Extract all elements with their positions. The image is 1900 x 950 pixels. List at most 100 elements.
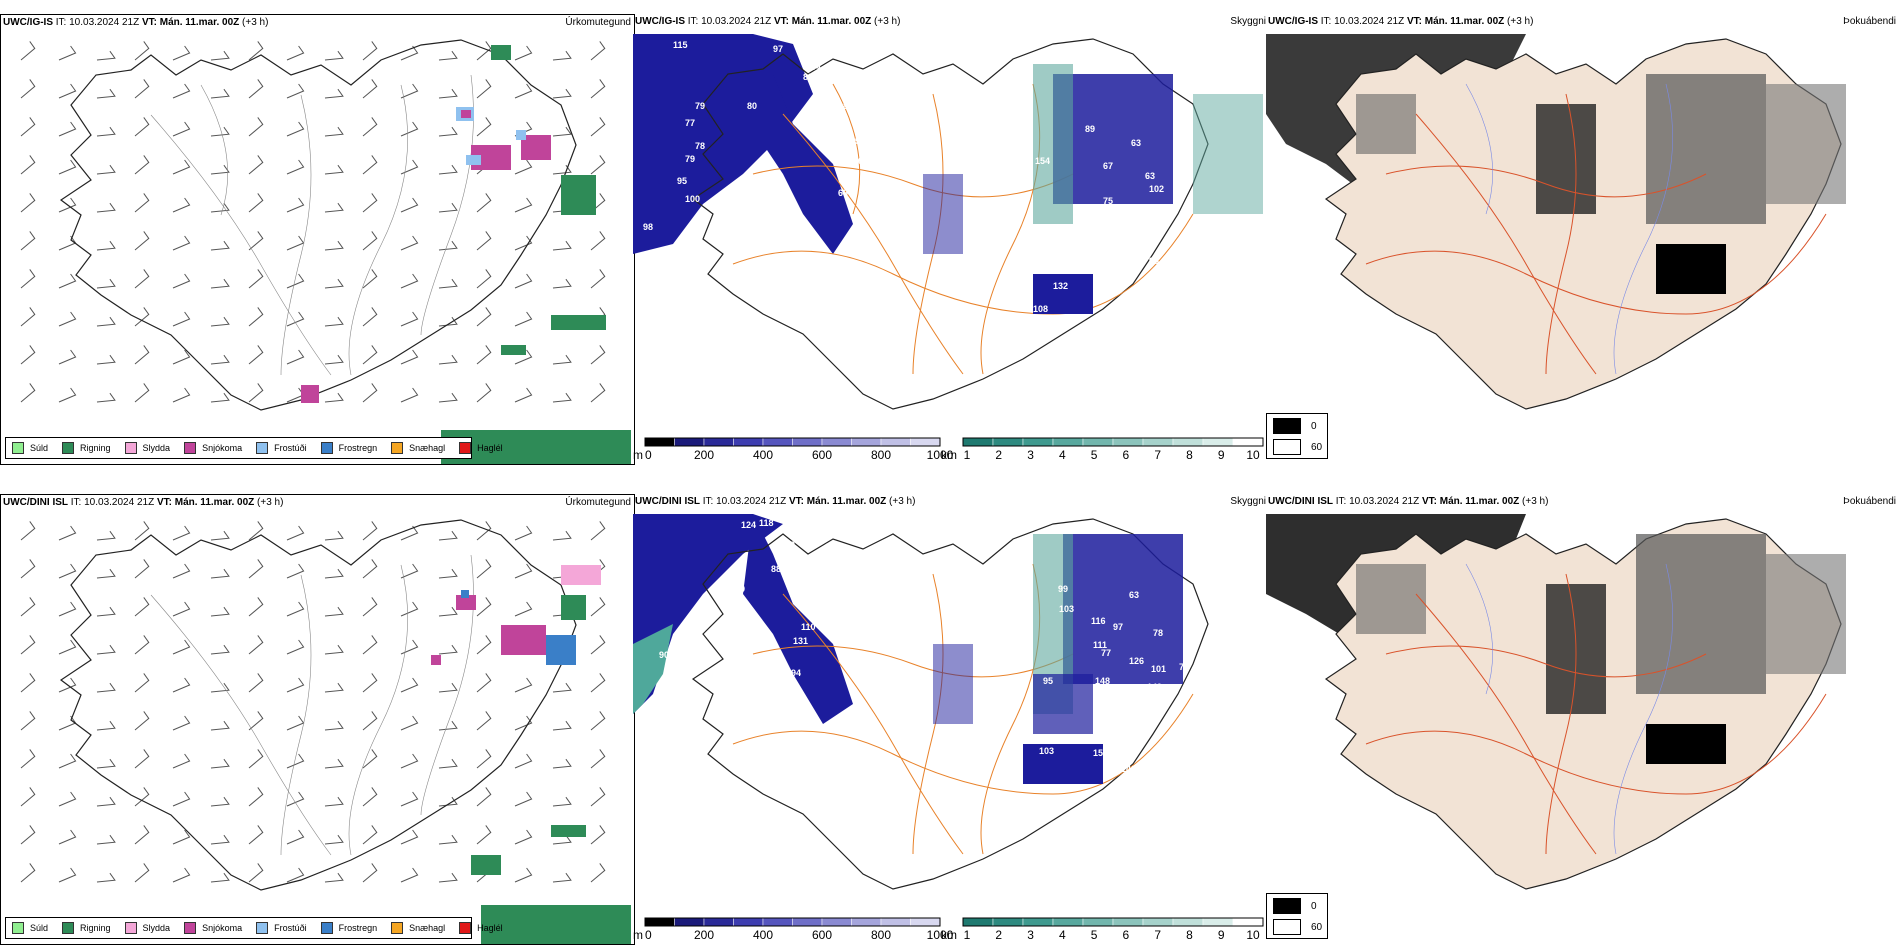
colorbar-cell	[1022, 437, 1054, 447]
colorbar-cell	[1142, 437, 1174, 447]
colorbar-cell	[1232, 917, 1264, 927]
colorbar-cell	[762, 917, 793, 927]
wind-barb	[552, 834, 572, 845]
wind-barb	[514, 601, 533, 617]
wind-barb	[552, 530, 572, 541]
wind-barb	[552, 278, 572, 289]
colorbar-cell	[992, 917, 1024, 927]
wind-barb	[362, 383, 378, 403]
wind-barb	[134, 559, 150, 579]
wind-barb	[172, 563, 191, 579]
cloud-height-label: 109	[1099, 261, 1114, 271]
wind-barb	[286, 715, 305, 731]
colorbar-tick: 5	[1091, 928, 1098, 942]
vt-value: Mán. 11.mar. 00Z	[159, 17, 240, 28]
wind-barb	[438, 720, 458, 731]
fog-panel-top: UWC/IG-IS IT: 10.03.2024 21Z VT: Mán. 11…	[1266, 14, 1900, 463]
wind-barb	[172, 601, 191, 617]
wind-barb	[134, 825, 150, 845]
wind-barb	[590, 155, 606, 175]
wind-barb	[248, 345, 264, 365]
wind-barb	[514, 829, 533, 845]
wind-barb	[20, 673, 36, 693]
colorbar-cell	[1082, 437, 1114, 447]
colorbar-cell	[733, 917, 764, 927]
model-name: UWC/IG-IS	[1268, 16, 1318, 27]
colorbar-tick: 600	[812, 448, 832, 462]
wind-barb	[514, 791, 533, 807]
colorbar-tick: 6	[1123, 448, 1130, 462]
wind-barb	[590, 345, 606, 365]
vt-label: VT:	[773, 16, 789, 27]
colorbar-tick: 10	[1246, 928, 1260, 942]
precip-title-bottom: UWC/DINI ISL IT: 10.03.2024 21Z VT: Mán.…	[3, 497, 283, 509]
wind-barb	[400, 349, 419, 365]
wind-barb	[20, 307, 36, 327]
wind-barb	[476, 269, 492, 289]
wind-barb	[438, 278, 458, 289]
cloud-height-label: 111	[1093, 640, 1107, 650]
wind-barb	[438, 240, 458, 251]
wind-barb	[248, 269, 264, 289]
wind-barb	[590, 825, 606, 845]
cloud-height-label: 98	[643, 222, 653, 232]
wind-barb	[286, 197, 305, 213]
precip-blobs	[301, 45, 631, 464]
wind-barb	[590, 41, 606, 61]
cloud-height-label: 97	[773, 44, 783, 54]
wind-barb	[438, 316, 458, 327]
cloud-height-label: 69	[838, 188, 848, 198]
wind-barb	[20, 559, 36, 579]
cloud-height-label: 67	[1103, 161, 1113, 171]
fog-legend-top: 0 60	[1266, 413, 1328, 459]
vt-label: VT:	[788, 496, 804, 507]
wind-barb	[248, 307, 264, 327]
wind-barb	[286, 753, 305, 769]
fog-legend-bottom: 0 60	[1266, 893, 1328, 939]
legend-label: Slydda	[142, 443, 171, 453]
legend-swatch	[62, 442, 75, 454]
wind-barb	[210, 354, 230, 365]
fog-panel-bottom: UWC/DINI ISL IT: 10.03.2024 21Z VT: Mán.…	[1266, 494, 1900, 943]
wind-barb	[58, 121, 77, 137]
cloud-height-label: 105	[803, 604, 818, 614]
legend-swatch	[12, 442, 24, 454]
wind-barb	[210, 164, 230, 175]
wind-barb	[590, 635, 606, 655]
cloud-title-bottom: UWC/DINI ISL IT: 10.03.2024 21Z VT: Mán.…	[635, 496, 915, 508]
legend-item: Haglél	[459, 442, 503, 454]
model-name: UWC/IG-IS	[3, 17, 53, 28]
wind-barb	[362, 117, 378, 137]
wind-barb	[590, 597, 606, 617]
colorbar-cell	[962, 917, 994, 927]
vt-label: VT:	[1421, 496, 1437, 507]
cloud-height-label: 63	[1129, 590, 1139, 600]
wind-barb	[96, 720, 116, 731]
wind-barb	[552, 50, 572, 61]
colorbar-tick: 10	[1246, 448, 1260, 462]
rivers	[1465, 563, 1673, 855]
vt-label: VT:	[156, 497, 172, 508]
wind-barb	[514, 159, 533, 175]
legend-item: Slydda	[124, 922, 170, 934]
cloud-height-label: 108	[1033, 304, 1048, 314]
wind-barb	[96, 644, 116, 655]
legend-swatch	[12, 922, 24, 934]
cloud-height-label: 12	[1093, 221, 1103, 231]
legend-label: Rigning	[80, 923, 111, 933]
colorbar-tick: 4	[1059, 928, 1066, 942]
wind-barb	[96, 872, 116, 883]
cloud-height-label: 91	[855, 136, 865, 146]
wind-barb	[286, 867, 305, 883]
colorbar-cell	[910, 917, 941, 927]
offset: (+3 h)	[874, 16, 901, 27]
wind-barb	[248, 711, 264, 731]
wind-barb	[58, 867, 77, 883]
model-name: UWC/IG-IS	[635, 16, 685, 27]
precip-title-top: UWC/IG-IS IT: 10.03.2024 21Z VT: Mán. 11…	[3, 17, 268, 29]
wind-barb	[476, 307, 492, 327]
roads	[732, 563, 1194, 855]
colorbar-cell	[762, 437, 793, 447]
cloud-height-label: 63	[1131, 138, 1141, 148]
